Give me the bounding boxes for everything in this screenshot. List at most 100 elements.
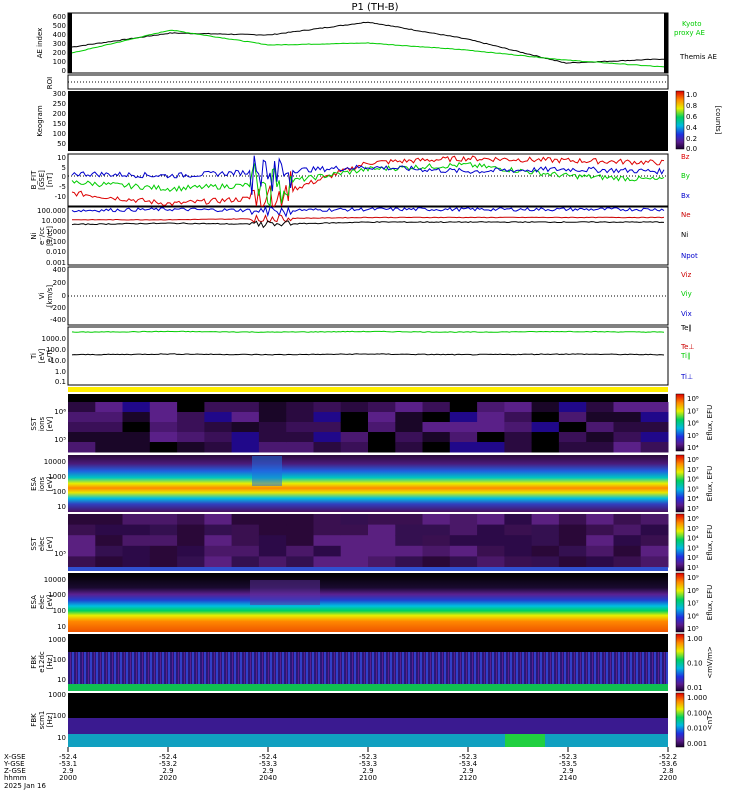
density-tick: 0.001: [46, 259, 66, 267]
spectrogram-cell: [149, 514, 178, 526]
keogram-tick: 150: [53, 120, 66, 128]
esa-ion-panel: ESA ions [eV] 10000 1000 100 10: [30, 455, 668, 512]
spectrogram-cell: [586, 514, 614, 526]
colorbar-tick: 10⁶: [687, 612, 699, 620]
sst-elec-ylabel-line: elec: [38, 537, 46, 552]
velocity-ylabel-line: [km/s]: [46, 285, 54, 308]
density-tick: 0.100: [46, 238, 66, 246]
spectrogram-cell: [204, 524, 233, 536]
colorbar-tick: 10⁶: [687, 420, 699, 428]
spectrogram-cell: [313, 432, 342, 443]
spectrogram-cell: [286, 412, 314, 423]
sst-ion-ylabel: SST ions [eV]: [30, 416, 54, 431]
velocity-ylabel-line: Vi: [38, 293, 46, 300]
te-line: [71, 330, 665, 333]
x-tick-label: -52.2: [659, 753, 677, 761]
spectrogram-cell: [177, 556, 205, 568]
ne-line: [72, 214, 665, 224]
fbk-e-green: [68, 684, 668, 691]
spectrogram-cell: [531, 535, 560, 547]
colorbar-tick: 10⁷: [687, 600, 699, 608]
spectrogram-cell: [95, 514, 124, 526]
density-tick: 1.000: [46, 228, 66, 236]
temperature-ylabel-line: Ti: [30, 353, 38, 360]
spectrogram-cell: [504, 514, 533, 526]
velocity-legend-viz: Viz: [681, 271, 692, 279]
keogram-colorbar: [675, 90, 685, 150]
spectrogram-cell: [286, 402, 314, 413]
density-tick: 100.000: [37, 207, 66, 215]
fbk-b-tick: 100: [53, 712, 66, 720]
x-tick-label: -52.3: [559, 753, 577, 761]
spectrogram-cell: [204, 535, 233, 547]
fbk-b-hot: [505, 734, 545, 747]
velocity-tick: 0: [62, 292, 66, 300]
density-panel: Ni e⁻/cc [1/cc] 100.000 10.000 1.000 0.1…: [30, 205, 698, 267]
esa-ion-image: [68, 455, 668, 512]
keogram-tick: 100: [53, 130, 66, 138]
spectrogram-cell: [449, 556, 478, 568]
spectrogram-cell: [586, 556, 614, 568]
colorbar-tick: 10⁹: [687, 574, 699, 582]
spectrogram-cell: [531, 432, 560, 443]
spectrogram-cell: [586, 535, 614, 547]
spectrogram-cell: [640, 442, 669, 453]
spectrogram-cell: [231, 545, 260, 557]
keogram-panel: Keogram 300 250 200 150 100 50 1.0 0.8 0…: [36, 90, 722, 153]
colorbar-tick: 10⁶: [687, 515, 699, 523]
fbk-e-tick: 100: [53, 656, 66, 664]
colorbar-tick: 0.001: [687, 740, 707, 748]
x-tick-label: 2020: [159, 774, 177, 782]
spectrogram-cell: [122, 514, 151, 526]
density-ticks: 100.000 10.000 1.000 0.100 0.010 0.001: [37, 207, 66, 267]
bfield-ylabel-line: B_FIT: [30, 170, 38, 189]
keogram-colorbar-ticks: 1.0 0.8 0.6 0.4 0.2 0.0: [686, 91, 698, 153]
spectrogram-cell: [231, 514, 260, 526]
spectrogram-cell: [286, 432, 314, 443]
spectrogram-cell: [68, 535, 96, 547]
spectrogram-cell: [122, 402, 151, 413]
spectrogram-cell: [149, 442, 178, 453]
spectrogram-cell: [204, 556, 233, 568]
spectrogram-cell: [422, 556, 451, 568]
colorbar-tick: 10⁸: [687, 587, 699, 595]
spectrogram-cell: [640, 535, 669, 547]
esa-elec-tick: 1000: [48, 591, 66, 599]
colorbar-tick: 10⁵: [687, 485, 699, 493]
by-line: [71, 162, 665, 208]
esa-ion-ylabel: ESA ions [eV]: [30, 476, 54, 491]
spectrogram-cell: [122, 442, 151, 453]
spectrogram-cell: [449, 442, 478, 453]
x-tick-label: -53.4: [459, 760, 478, 768]
bfield-panel: B_FIT [GSE] [nT] 10 5 0 -5 -10 Bz By Bx: [30, 153, 690, 208]
x-tick-label: 2.9: [362, 767, 373, 775]
spectrogram-cell: [68, 524, 96, 536]
sst-elec-ylabel-line: [eV]: [46, 536, 54, 551]
spectrogram-cell: [149, 402, 178, 413]
bfield-tick: 5: [62, 164, 66, 172]
keogram-colorbar-label: [counts]: [714, 106, 722, 135]
x-tick-label: 2100: [359, 774, 377, 782]
spectrogram-cell: [613, 524, 642, 536]
spectrogram-cell: [258, 556, 287, 568]
spectrogram-cell: [531, 412, 560, 423]
spectrogram-cell: [477, 402, 505, 413]
spectrogram-cell: [531, 442, 560, 453]
sst-ion-ylabel-line: [eV]: [46, 416, 54, 431]
density-ylabel-line: Ni: [30, 232, 38, 239]
spectrogram-cell: [558, 524, 587, 536]
keogram-ticks: 300 250 200 150 100 50: [53, 90, 66, 148]
esa-elec-image: [68, 573, 668, 632]
x-tick-label: -52.3: [459, 753, 477, 761]
fbk-b-band-low: [68, 734, 668, 747]
spectrogram-cell: [422, 442, 451, 453]
x-tick-label: -52.4: [259, 753, 278, 761]
colorbar: [675, 513, 685, 572]
esa-ion-ylabel-line: [eV]: [46, 476, 54, 491]
colorbar-tick: 0.01: [687, 684, 703, 692]
keogram-cbar-tick: 1.0: [686, 91, 697, 99]
spectrogram-cell: [613, 412, 642, 423]
temperature-panel: Ti [eV] e/Ti 1000.0 100.0 10.0 1.0 0.1 T…: [30, 324, 695, 386]
spectrogram-cell: [340, 432, 369, 443]
colorbar-tick: 10⁷: [687, 466, 699, 474]
